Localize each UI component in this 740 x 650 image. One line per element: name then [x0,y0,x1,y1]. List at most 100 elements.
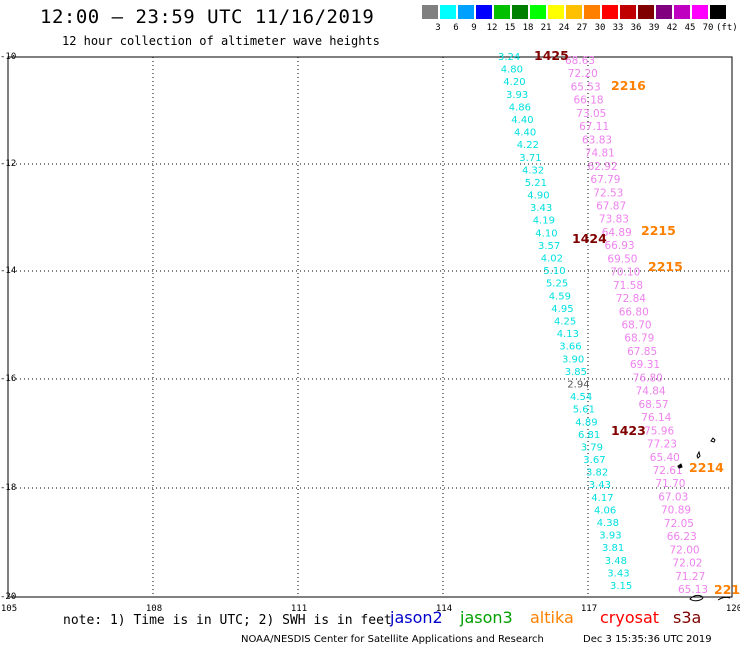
time-label: 1423 [611,423,646,438]
swh-label-cyan: 3.85 [565,367,587,378]
swh-label-cyan: 3.57 [538,241,560,252]
scale-label: 27 [576,23,588,33]
swh-label-pink: 65.40 [650,452,680,464]
map-frame [7,56,733,598]
swh-label-pink: 66.93 [605,240,635,252]
map-subtitle: 12 hour collection of altimeter wave hei… [62,34,380,48]
swh-label-cyan: 3.43 [607,568,629,579]
swh-label-cyan: 3.48 [605,556,627,567]
swh-label-cyan: 4.38 [597,518,619,529]
scale-label: 3 [435,23,441,33]
swh-label-cyan: 4.40 [511,115,533,126]
scale-swatch [458,5,474,19]
scale-label: 9 [471,23,477,33]
swh-label-pink: 72.00 [670,544,700,556]
swh-label-cyan: 5.21 [525,178,547,189]
scale-swatch [584,5,600,19]
swh-label-cyan: 3.79 [581,443,603,454]
scale-label: (ft) [716,23,738,33]
swh-label-pink: 76.80 [633,372,663,384]
swh-label-pink: 71.27 [675,571,705,583]
satellite-s3a: s3a [673,608,702,627]
time-label: 1424 [572,231,607,246]
swh-label-cyan: 4.80 [501,65,523,76]
swh-label-pink: 67.03 [658,491,688,503]
lat-label: -10 [0,52,17,62]
scale-swatch [512,5,528,19]
swh-label-cyan: 4.40 [514,128,536,139]
lon-label: 105 [0,604,18,614]
scale-label: 12 [486,23,498,33]
swh-label-pink: 68.79 [624,333,654,345]
swh-label-cyan: 3.71 [519,153,541,164]
swh-label-pink: 72.53 [593,187,623,199]
swh-label-cyan: 5.10 [543,266,565,277]
swh-label-pink: 64.89 [602,227,632,239]
swh-label-pink: 67.87 [596,201,626,213]
swh-label-pink: 67.79 [590,174,620,186]
lon-label: 111 [290,604,308,614]
swh-label-cyan: 4.86 [509,102,531,113]
island-outline [689,594,704,602]
swh-label-pink: 66.23 [667,531,697,543]
swh-label-pink: 67.11 [579,121,609,133]
swh-label-cyan: 4.22 [517,140,539,151]
credit-date: Dec 3 15:35:36 UTC 2019 [583,634,712,645]
swh-label-cyan: 4.32 [522,165,544,176]
scale-swatch [548,5,564,19]
map-title: 12:00 — 23:59 UTC 11/16/2019 [40,6,375,28]
swh-label-cyan: 3.93 [506,90,528,101]
scale-swatch [440,5,456,19]
swh-label-cyan: 5.61 [573,405,595,416]
time-label: 2214 [689,460,724,475]
swh-label-pink: 66.18 [574,95,604,107]
satellite-jason3: jason3 [460,608,513,627]
scale-label: 33 [612,23,624,33]
swh-label-pink: 72.84 [616,293,646,305]
swh-label-pink: 72.61 [653,465,683,477]
island-outline [710,437,716,443]
swh-label-cyan: 3.90 [562,354,584,365]
scale-swatch [602,5,618,19]
swh-label-pink: 65.53 [571,82,601,94]
swh-label-cyan: 4.10 [535,228,557,239]
swh-label-pink: 70.89 [661,505,691,517]
scale-swatch [422,5,438,19]
scale-label: 18 [522,23,534,33]
scale-label: 45 [684,23,696,33]
lon-label: 117 [580,604,598,614]
lat-label: -20 [0,592,17,602]
swh-label-pink: 69.50 [607,253,637,265]
time-label: 2215 [641,223,676,238]
satellite-cryosat: cryosat [600,608,660,627]
swh-label-cyan: 5.25 [546,279,568,290]
scale-swatch [620,5,636,19]
satellite-altika: altika [530,608,574,627]
swh-label-cyan: 4.95 [551,304,573,315]
swh-label-cyan: 4.54 [570,392,592,403]
swh-label-pink: 63.83 [582,134,612,146]
lat-label: -12 [0,159,17,169]
swh-label-cyan: 4.20 [503,77,525,88]
scale-label: 6 [453,23,459,33]
satellite-jason2: jason2 [390,608,443,627]
swh-label-pink: 68.70 [622,320,652,332]
swh-label-pink: 68.57 [639,399,669,411]
swh-label-pink: 72.02 [672,558,702,570]
swh-label-pink: 74.84 [636,386,666,398]
swh-label-pink: 68.63 [565,55,595,67]
lat-label: -14 [0,266,17,276]
scale-label: 42 [666,23,678,33]
swh-label-cyan: 3.93 [599,531,621,542]
scale-swatch [566,5,582,19]
swh-label-cyan: 3.24 [498,52,520,63]
swh-label-pink: 72.05 [664,518,694,530]
lat-label: -16 [0,374,17,384]
time-label: 221 [714,582,740,597]
scale-label: 36 [630,23,642,33]
lon-label: 114 [435,604,453,614]
footer-note: note: 1) Time is in UTC; 2) SWH is in fe… [63,613,392,628]
swh-label-cyan: 6.81 [578,430,600,441]
swh-label-pink: 73.05 [576,108,606,120]
